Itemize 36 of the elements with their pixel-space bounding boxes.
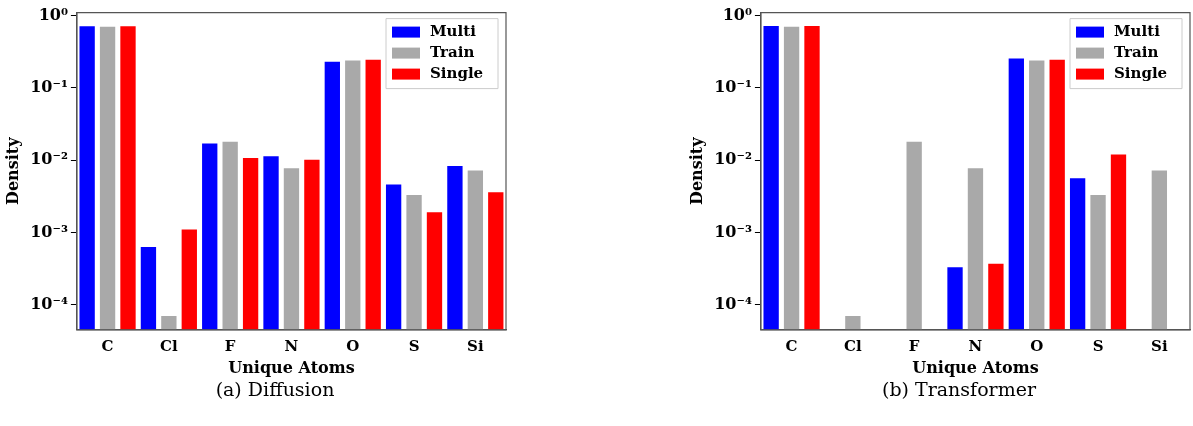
x-axis-title: Unique Atoms	[228, 357, 355, 377]
legend-label: Train	[1114, 43, 1159, 62]
x-tick-label: Si	[1151, 336, 1168, 355]
legend-label: Multi	[430, 22, 477, 41]
y-tick-label: 10⁰	[722, 4, 752, 24]
x-tick-label: O	[346, 336, 360, 355]
text: (a) Diffusion	[214, 378, 336, 400]
x-tick-label: Cl	[160, 336, 178, 355]
x-tick-label: N	[284, 336, 299, 355]
x-tick-label: S	[408, 336, 420, 355]
x-tick-label: N	[968, 336, 983, 355]
x-tick-label: C	[785, 336, 798, 355]
text: (b) Transformer	[881, 378, 1037, 400]
y-axis-title: Density	[686, 136, 706, 205]
legend-label: Multi	[1114, 22, 1161, 41]
x-axis-title: Unique Atoms	[912, 357, 1039, 377]
legend-label: Single	[1114, 64, 1168, 83]
x-tick-label: S	[1092, 336, 1104, 355]
y-tick-label: 10⁻²	[714, 149, 752, 169]
legend-label: Single	[430, 64, 484, 83]
y-axis-title: Density	[2, 136, 22, 205]
x-tick-label: C	[101, 336, 114, 355]
x-tick-label: O	[1030, 336, 1044, 355]
x-tick-label: F	[908, 336, 920, 355]
y-tick-label: 10⁻⁴	[714, 293, 752, 313]
y-tick-label: 10⁻⁴	[30, 293, 68, 313]
y-tick-label: 10⁻¹	[714, 77, 752, 97]
y-tick-label: 10⁻³	[30, 221, 68, 241]
y-tick-label: 10⁰	[38, 4, 68, 24]
y-tick-label: 10⁻³	[714, 221, 752, 241]
x-tick-label: Si	[467, 336, 484, 355]
legend-label: Train	[430, 43, 475, 62]
x-tick-label: Cl	[844, 336, 862, 355]
y-tick-label: 10⁻¹	[30, 77, 68, 97]
y-tick-label: 10⁻²	[30, 149, 68, 169]
x-tick-label: F	[224, 336, 236, 355]
